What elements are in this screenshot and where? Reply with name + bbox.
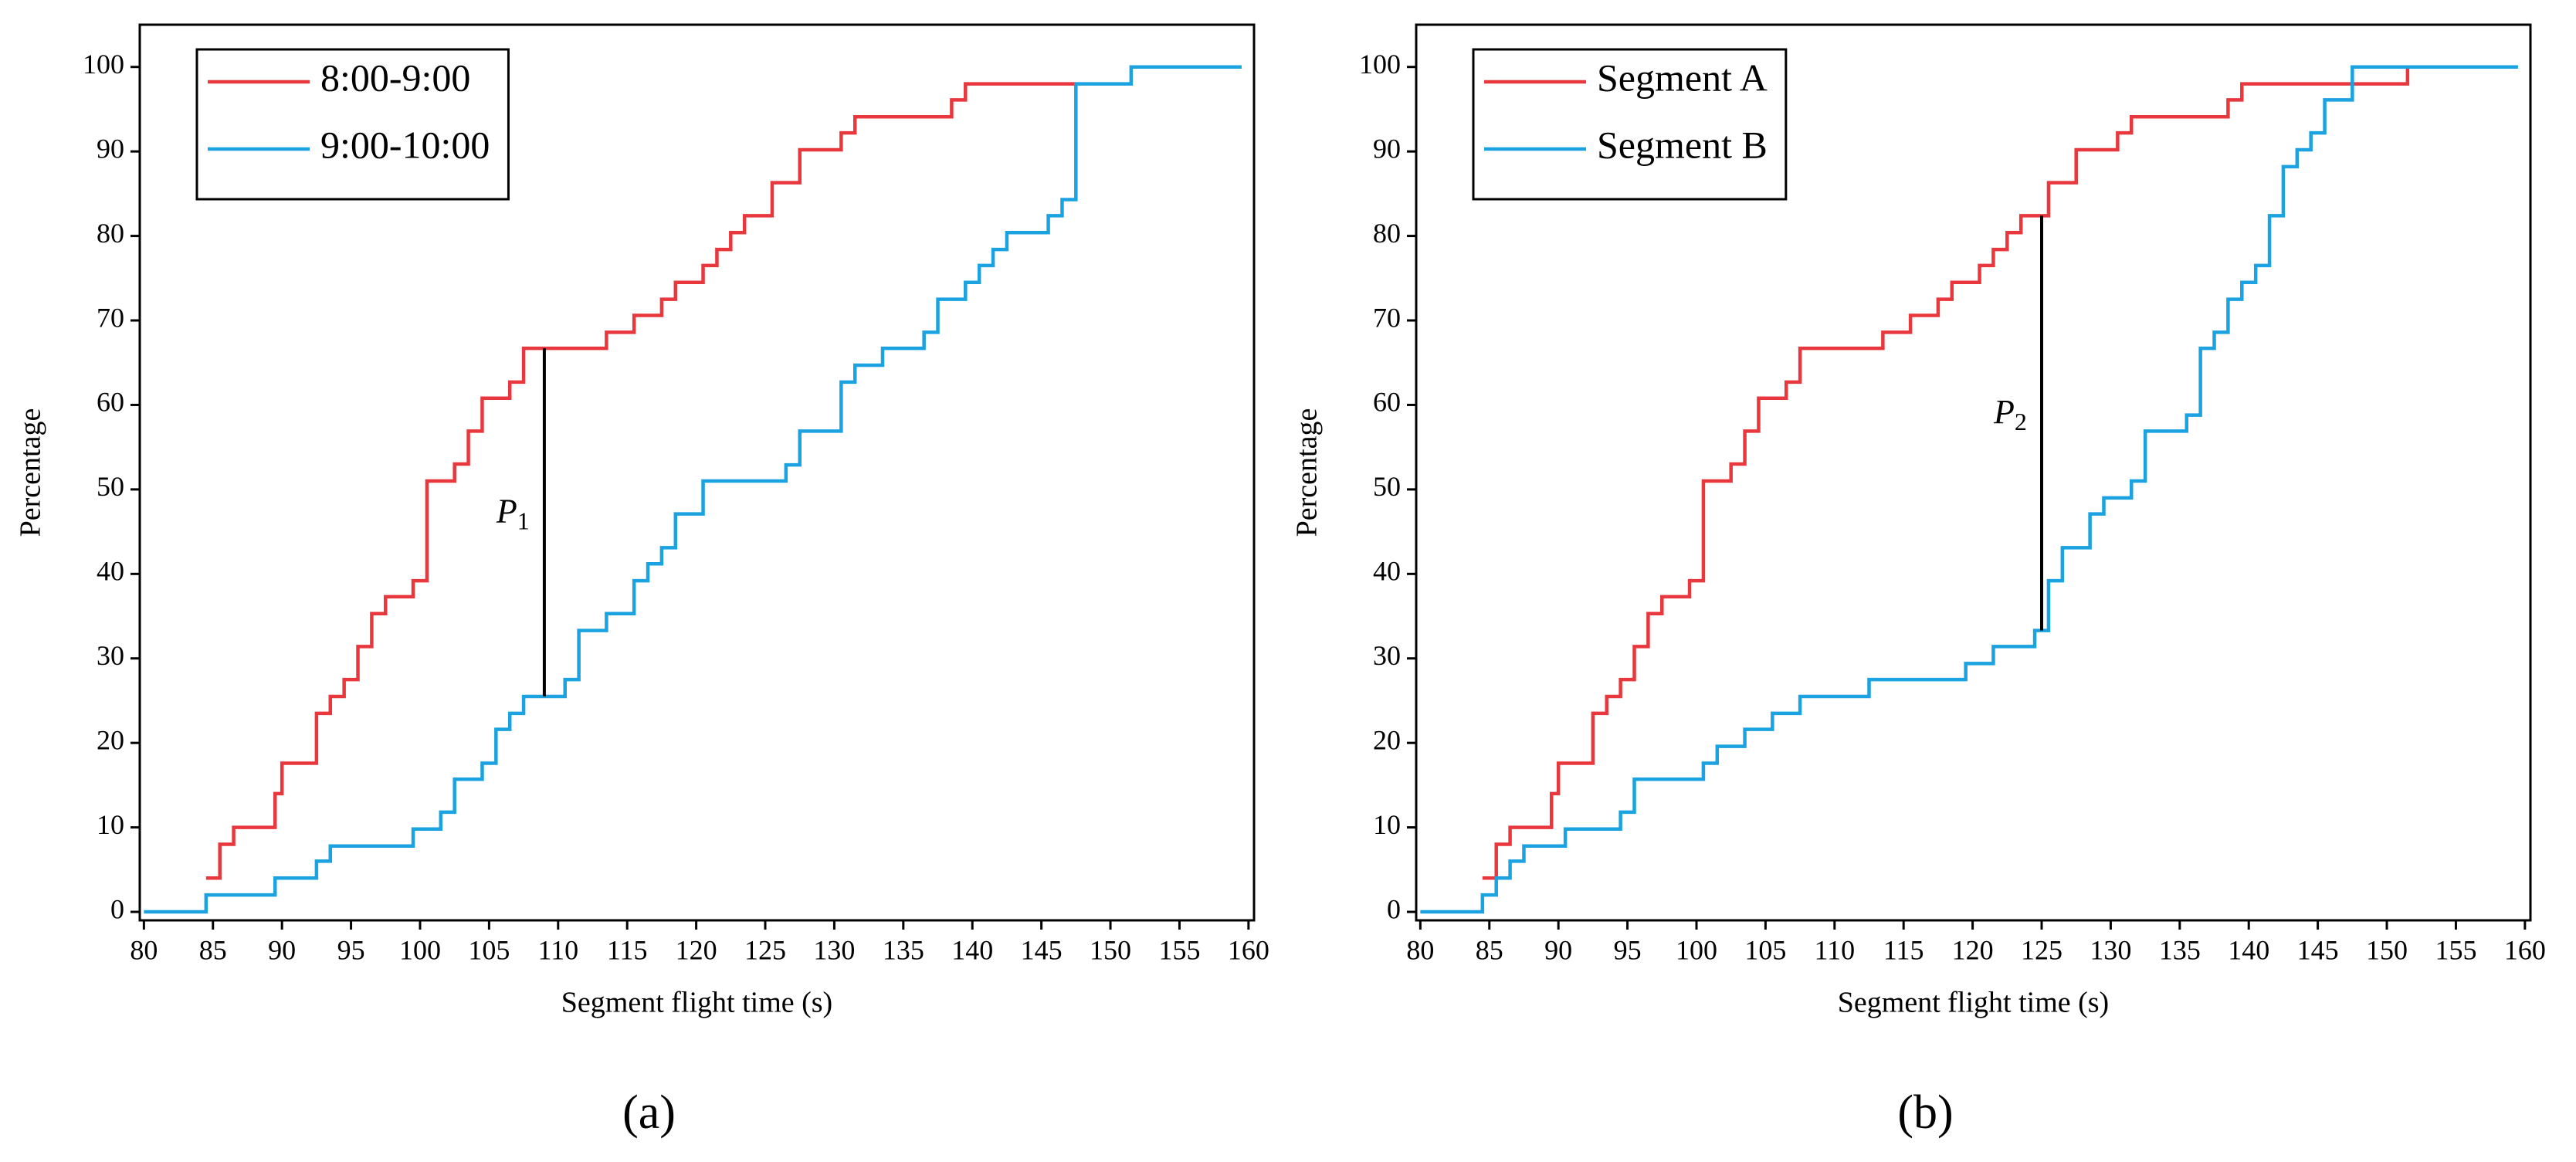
x-tick-label: 145 — [1021, 934, 1063, 965]
x-tick-label: 140 — [951, 934, 993, 965]
y-tick-label: 80 — [97, 218, 124, 249]
x-tick-label: 120 — [676, 934, 717, 965]
annotation-letter: P — [496, 493, 517, 530]
legend-label: Segment B — [1597, 123, 1768, 166]
series-line — [1482, 66, 2410, 880]
y-axis-label: Percentage — [15, 408, 47, 537]
series-line — [205, 82, 1076, 880]
x-tick-label: 160 — [1228, 934, 1269, 965]
y-tick-label: 80 — [1373, 218, 1401, 249]
annotation-letter: P — [1993, 393, 2015, 431]
x-tick-label: 150 — [2366, 934, 2408, 965]
y-tick-label: 100 — [1359, 49, 1401, 80]
y-tick-label: 60 — [97, 387, 124, 418]
annotation-label: P2 — [1993, 393, 2027, 435]
legend-box — [195, 48, 510, 201]
x-tick-label: 150 — [1090, 934, 1131, 965]
y-tick-label: 20 — [97, 724, 124, 755]
x-tick-label: 125 — [744, 934, 786, 965]
x-tick-label: 125 — [2021, 934, 2062, 965]
x-tick-label: 140 — [2228, 934, 2269, 965]
x-tick-label: 110 — [537, 934, 578, 965]
y-tick-label: 100 — [83, 49, 124, 80]
x-tick-label: 90 — [1544, 934, 1572, 965]
x-axis-label: Segment flight time (s) — [1838, 987, 2109, 1019]
y-tick-label: 40 — [97, 556, 124, 587]
y-tick-label: 50 — [1373, 471, 1401, 502]
y-tick-label: 90 — [97, 133, 124, 164]
y-tick-label: 20 — [1373, 724, 1401, 755]
y-tick-label: 0 — [1387, 893, 1401, 924]
y-axis-label: Percentage — [1291, 408, 1324, 537]
y-tick-label: 10 — [97, 809, 124, 840]
x-tick-label: 100 — [1676, 934, 1717, 965]
legend-label: Segment A — [1597, 56, 1768, 99]
x-tick-label: 85 — [199, 934, 227, 965]
x-tick-label: 130 — [813, 934, 855, 965]
x-tick-label: 80 — [130, 934, 158, 965]
y-tick-label: 90 — [1373, 133, 1401, 164]
x-tick-label: 130 — [2090, 934, 2131, 965]
series-line — [1420, 65, 2518, 914]
y-tick-label: 30 — [1373, 640, 1401, 671]
y-tick-label: 50 — [97, 471, 124, 502]
annotation-label: P1 — [496, 493, 530, 535]
x-tick-label: 95 — [337, 934, 365, 965]
x-tick-label: 160 — [2504, 934, 2546, 965]
chart-panel: 80 85 90 95 100 105 110 115 120 125 130 135 140 145 15… — [1291, 23, 2546, 1139]
plot-frame — [138, 23, 1256, 922]
x-tick-label: 115 — [607, 934, 648, 965]
x-tick-label: 110 — [1814, 934, 1855, 965]
x-tick-label: 155 — [2435, 934, 2476, 965]
x-tick-label: 85 — [1476, 934, 1503, 965]
x-tick-label: 115 — [1883, 934, 1924, 965]
legend-label: 9:00-10:00 — [320, 123, 490, 166]
y-tick-label: 0 — [110, 893, 124, 924]
legend-label: 8:00-9:00 — [320, 56, 470, 99]
y-tick-label: 70 — [97, 302, 124, 333]
x-tick-label: 90 — [268, 934, 296, 965]
x-tick-label: 80 — [1406, 934, 1434, 965]
x-axis-label: Segment flight time (s) — [561, 987, 832, 1019]
caption: (a) — [622, 1086, 676, 1139]
legend-box — [1472, 48, 1788, 201]
y-tick-label: 30 — [97, 640, 124, 671]
plot-frame — [1415, 23, 2532, 922]
x-tick-label: 95 — [1614, 934, 1642, 965]
annotation-subscript: 1 — [517, 507, 530, 535]
caption: (b) — [1897, 1086, 1953, 1139]
chart-panel: 80 85 90 95 100 105 110 115 120 125 130 135 140 145 15… — [15, 23, 1269, 1139]
x-tick-label: 105 — [1744, 934, 1786, 965]
y-tick-label: 60 — [1373, 387, 1401, 418]
x-tick-label: 105 — [468, 934, 510, 965]
x-tick-label: 135 — [883, 934, 924, 965]
series-line — [144, 65, 1242, 914]
y-tick-label: 10 — [1373, 809, 1401, 840]
x-tick-label: 155 — [1158, 934, 1200, 965]
x-tick-label: 145 — [2297, 934, 2339, 965]
y-tick-label: 40 — [1373, 556, 1401, 587]
x-tick-label: 135 — [2159, 934, 2201, 965]
x-tick-label: 100 — [399, 934, 441, 965]
y-tick-label: 70 — [1373, 302, 1401, 333]
x-tick-label: 120 — [1952, 934, 1994, 965]
annotation-subscript: 2 — [2015, 408, 2027, 435]
